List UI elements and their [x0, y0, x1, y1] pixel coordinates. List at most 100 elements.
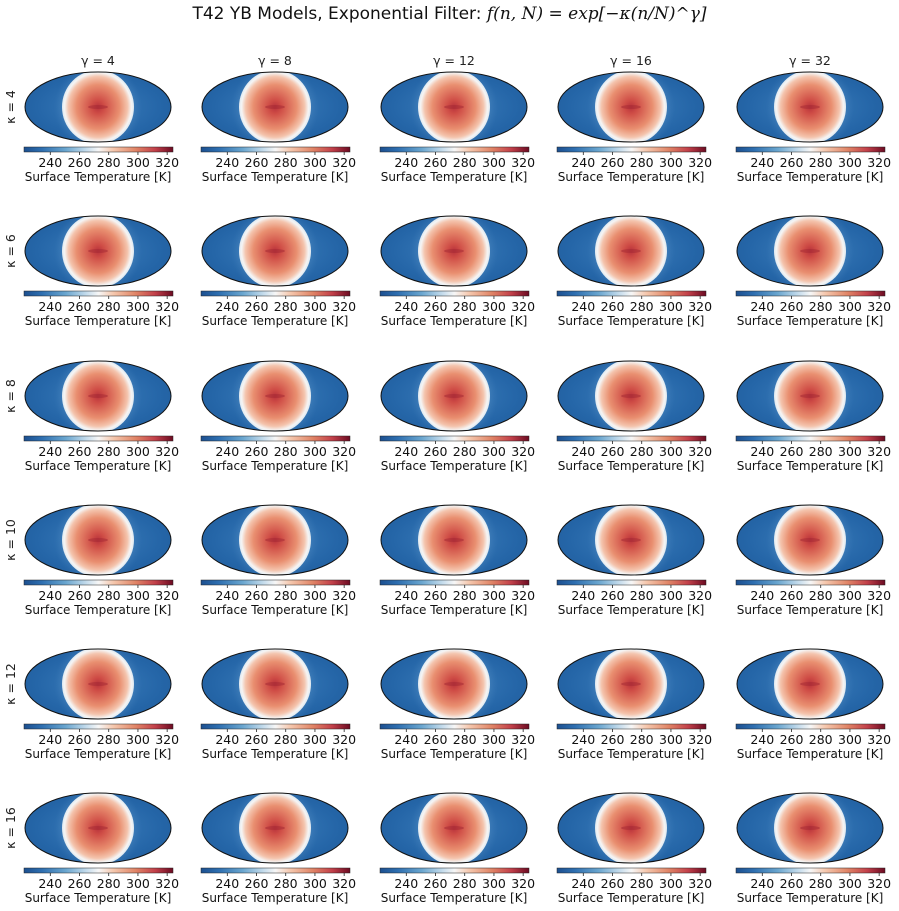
colorbar-tick-label: 240: [750, 588, 774, 603]
colorbar-tick-label: 280: [97, 444, 121, 459]
colorbar-label: Surface Temperature [K]: [558, 891, 705, 905]
colorbar-tick-label: 240: [394, 155, 418, 170]
map-outline: [201, 648, 349, 720]
colorbar-tick-label: 240: [38, 444, 62, 459]
colorbar-tick-label: 320: [155, 299, 179, 314]
colorbar: [379, 146, 530, 153]
colorbar-tick-label: 240: [571, 444, 595, 459]
map-outline: [201, 71, 349, 143]
colorbar: [735, 579, 886, 586]
colorbar-label: Surface Temperature [K]: [202, 603, 349, 617]
map-outline: [736, 648, 884, 720]
colorbar-tick-label: 240: [215, 155, 239, 170]
map-outline: [24, 504, 172, 576]
colorbar-tick-label: 260: [780, 876, 804, 891]
substellar-hotspot: [265, 538, 285, 542]
colorbar-tick-label: 260: [424, 444, 448, 459]
colorbar-tick-label: 240: [750, 299, 774, 314]
colorbar-tick-label: 320: [867, 732, 891, 747]
colorbar-tick-label: 300: [659, 732, 683, 747]
map-outline: [380, 360, 528, 432]
substellar-hotspot: [265, 249, 285, 253]
substellar-hotspot: [444, 682, 464, 686]
colorbar-label: Surface Temperature [K]: [202, 459, 349, 473]
colorbar-tick-label: 280: [274, 732, 298, 747]
substellar-hotspot: [265, 826, 285, 830]
colorbar-tick-label: 280: [453, 876, 477, 891]
map-outline: [380, 71, 528, 143]
colorbar-tick-label: 240: [394, 588, 418, 603]
colorbar-tick-label: 320: [155, 732, 179, 747]
colorbar-tick-label: 300: [126, 876, 150, 891]
colorbar-tick-label: 320: [867, 876, 891, 891]
colorbar-tick-label: 320: [511, 299, 535, 314]
colorbar-tick-label: 280: [809, 299, 833, 314]
colorbar: [200, 867, 351, 874]
colorbar-tick-label: 300: [659, 299, 683, 314]
row-label: κ = 4: [3, 90, 18, 124]
colorbar-tick-label: 260: [68, 299, 92, 314]
colorbar-tick-label: 260: [601, 444, 625, 459]
substellar-hotspot: [621, 826, 641, 830]
colorbar-tick-label: 300: [303, 444, 327, 459]
colorbar-tick-label: 300: [303, 299, 327, 314]
colorbar-tick-label: 260: [601, 732, 625, 747]
colorbar-tick-label: 320: [511, 588, 535, 603]
colorbar-tick-label: 240: [750, 876, 774, 891]
map-outline: [557, 71, 705, 143]
colorbar-tick-label: 240: [394, 876, 418, 891]
colorbar-label: Surface Temperature [K]: [381, 459, 528, 473]
substellar-hotspot: [88, 394, 108, 398]
colorbar-tick-label: 240: [38, 876, 62, 891]
colorbar-tick-label: 260: [245, 444, 269, 459]
colorbar-tick-label: 320: [511, 732, 535, 747]
colorbar-label: Surface Temperature [K]: [737, 459, 884, 473]
colorbar-tick-label: 300: [659, 444, 683, 459]
substellar-hotspot: [800, 826, 820, 830]
colorbar: [556, 723, 707, 730]
colorbar: [556, 290, 707, 297]
colorbar-label: Surface Temperature [K]: [558, 459, 705, 473]
colorbar-tick-label: 260: [68, 876, 92, 891]
colorbar-tick-label: 280: [809, 444, 833, 459]
colorbar: [556, 435, 707, 442]
colorbar-tick-label: 240: [215, 732, 239, 747]
colorbar-tick-label: 240: [750, 155, 774, 170]
substellar-hotspot: [800, 394, 820, 398]
colorbar-tick-label: 320: [332, 155, 356, 170]
colorbar: [735, 723, 886, 730]
colorbar-label: Surface Temperature [K]: [737, 747, 884, 761]
colorbar-tick-label: 300: [126, 588, 150, 603]
colorbar-tick-label: 320: [867, 299, 891, 314]
colorbar-tick-label: 280: [809, 876, 833, 891]
colorbar-tick-label: 240: [750, 732, 774, 747]
colorbar-tick-label: 240: [38, 732, 62, 747]
map-outline: [201, 215, 349, 287]
colorbar-tick-label: 280: [809, 155, 833, 170]
map-outline: [201, 792, 349, 864]
colorbar-label: Surface Temperature [K]: [202, 747, 349, 761]
colorbar-label: Surface Temperature [K]: [381, 314, 528, 328]
colorbar-tick-label: 300: [126, 732, 150, 747]
colorbar-tick-label: 260: [780, 732, 804, 747]
colorbar-tick-label: 320: [511, 155, 535, 170]
colorbar-tick-label: 260: [601, 299, 625, 314]
colorbar-tick-label: 300: [482, 299, 506, 314]
colorbar-tick-label: 320: [867, 444, 891, 459]
colorbar-label: Surface Temperature [K]: [381, 603, 528, 617]
colorbar-label: Surface Temperature [K]: [381, 747, 528, 761]
substellar-hotspot: [88, 538, 108, 542]
map-outline: [380, 792, 528, 864]
colorbar-tick-label: 320: [155, 588, 179, 603]
colorbar-tick-label: 300: [126, 444, 150, 459]
substellar-hotspot: [800, 682, 820, 686]
substellar-hotspot: [444, 826, 464, 830]
colorbar: [379, 435, 530, 442]
colorbar-tick-label: 260: [780, 299, 804, 314]
